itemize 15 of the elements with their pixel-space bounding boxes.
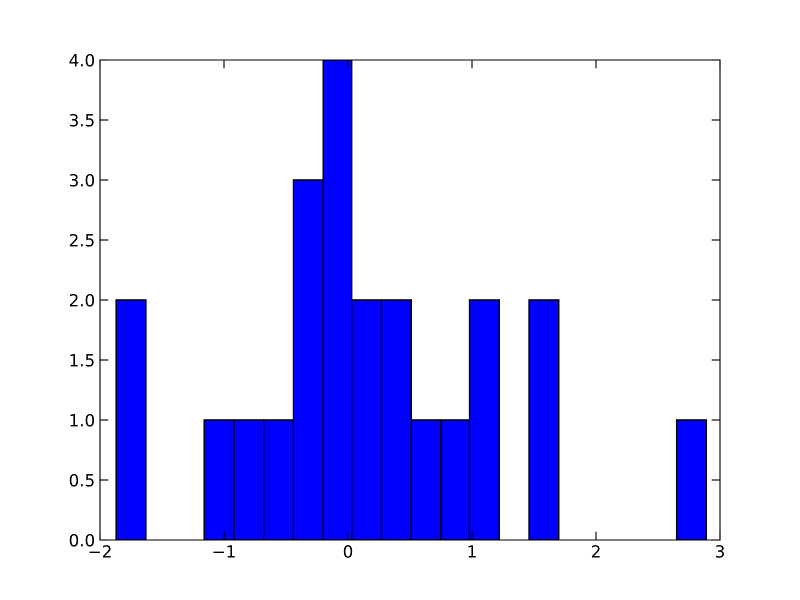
y-tick-label: 3.5 <box>70 114 94 127</box>
y-tick-label: 0.5 <box>70 474 94 487</box>
y-tick-label: 4.0 <box>69 54 94 67</box>
y-tick-label: 2.5 <box>70 234 94 247</box>
x-tick-label: 1 <box>468 545 476 558</box>
x-tick-label: 3 <box>716 545 724 558</box>
y-tick-label: 1.0 <box>70 414 94 427</box>
y-tick-label: 3.0 <box>70 174 94 187</box>
x-tick-label: −1 <box>213 545 235 558</box>
y-tick-label: 1.5 <box>70 354 94 367</box>
x-tick-label: 0 <box>344 545 352 558</box>
x-tick-label: 2 <box>592 545 600 558</box>
y-tick-label: 2.0 <box>70 294 94 307</box>
y-tick-label: 0.0 <box>70 534 94 547</box>
x-tick-label: −2 <box>89 545 111 558</box>
